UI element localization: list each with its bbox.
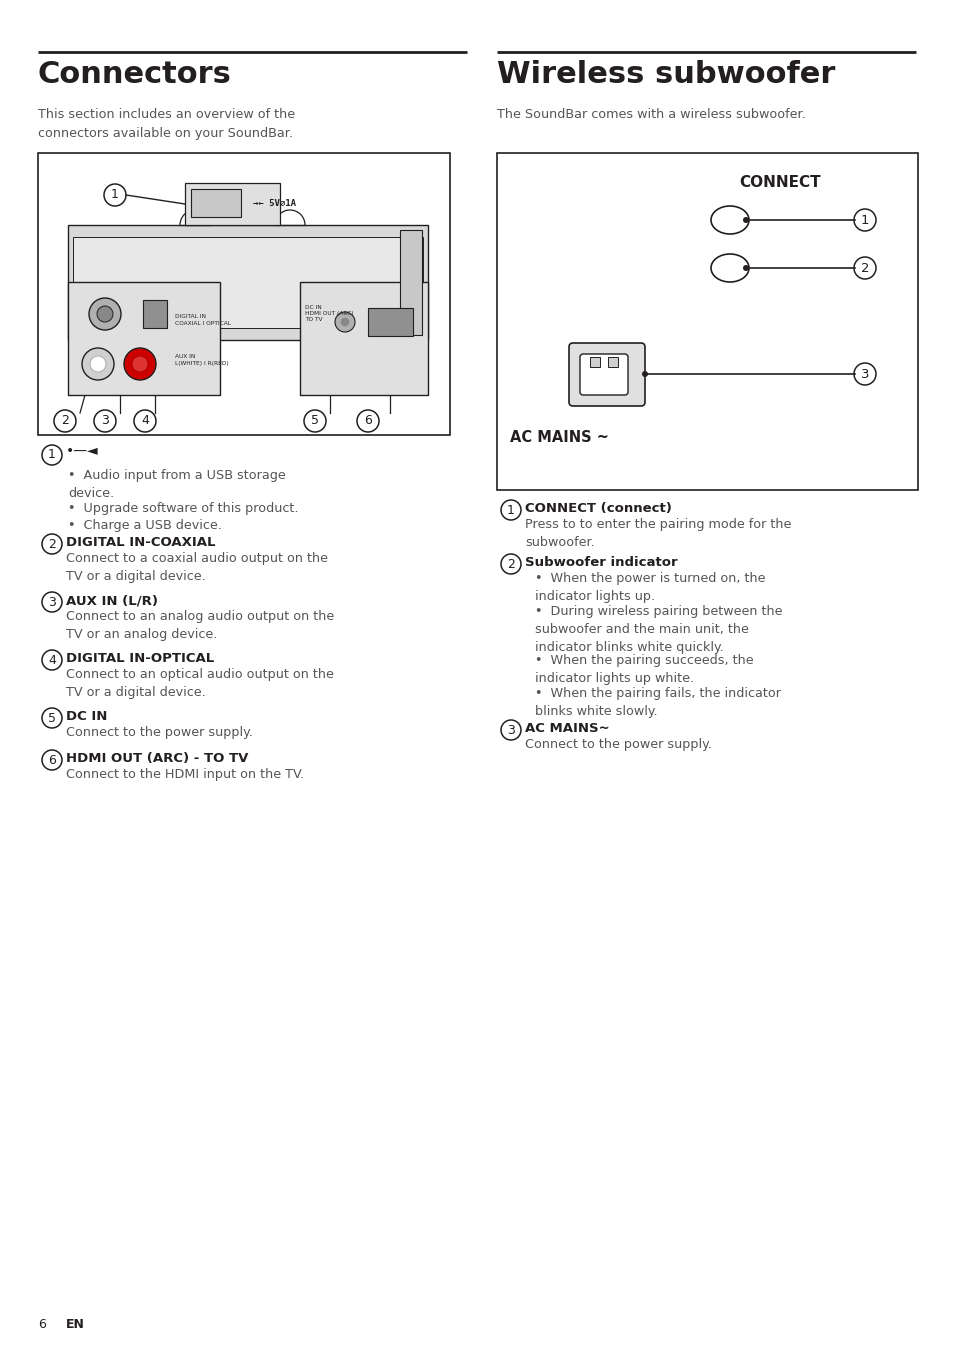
Text: 3: 3: [101, 414, 109, 428]
Text: →← 5V⌀1A: →← 5V⌀1A: [253, 200, 295, 208]
Text: 1: 1: [860, 213, 868, 227]
Bar: [68, 225, 428, 340]
Text: 3: 3: [507, 724, 515, 737]
Text: Subwoofer indicator: Subwoofer indicator: [524, 556, 677, 568]
Text: 3: 3: [860, 367, 868, 381]
Text: AC MAINS~: AC MAINS~: [524, 722, 609, 734]
Text: Connect to an analog audio output on the
TV or an analog device.: Connect to an analog audio output on the…: [66, 610, 334, 641]
Text: 1: 1: [48, 448, 56, 462]
Text: DC IN: DC IN: [66, 710, 108, 724]
Text: AUX IN
L(WHITE) I R(RED): AUX IN L(WHITE) I R(RED): [174, 355, 229, 366]
Text: The SoundBar comes with a wireless subwoofer.: The SoundBar comes with a wireless subwo…: [497, 108, 805, 122]
Circle shape: [89, 298, 121, 329]
Text: 5: 5: [311, 414, 318, 428]
Bar: [589, 356, 599, 367]
Circle shape: [124, 348, 156, 379]
Text: 4: 4: [48, 653, 56, 667]
Text: AUX IN (L/R): AUX IN (L/R): [66, 594, 158, 608]
Text: 2: 2: [61, 414, 69, 428]
Text: 2: 2: [507, 558, 515, 571]
Bar: [368, 308, 413, 336]
Text: 5: 5: [48, 711, 56, 725]
Text: 2: 2: [48, 537, 56, 551]
Bar: [143, 300, 167, 328]
Bar: [185, 184, 280, 225]
Text: Connectors: Connectors: [38, 59, 232, 89]
Text: •  When the pairing succeeds, the
indicator lights up white.: • When the pairing succeeds, the indicat…: [535, 653, 753, 684]
Text: •  During wireless pairing between the
subwoofer and the main unit, the
indicato: • During wireless pairing between the su…: [535, 605, 781, 653]
Circle shape: [97, 306, 112, 323]
Text: Connect to an optical audio output on the
TV or a digital device.: Connect to an optical audio output on th…: [66, 668, 334, 699]
Text: 1: 1: [111, 189, 119, 201]
Circle shape: [132, 356, 148, 373]
Text: •  When the power is turned on, the
indicator lights up.: • When the power is turned on, the indic…: [535, 572, 764, 603]
Bar: [399, 230, 421, 335]
Text: •  Upgrade software of this product.: • Upgrade software of this product.: [68, 502, 298, 514]
Bar: [497, 153, 917, 490]
Ellipse shape: [710, 254, 748, 282]
Circle shape: [641, 371, 647, 377]
Bar: [38, 153, 450, 435]
Text: DIGITAL IN
COAXIAL I OPTICAL: DIGITAL IN COAXIAL I OPTICAL: [174, 315, 231, 325]
Text: 6: 6: [48, 753, 56, 767]
Circle shape: [335, 312, 355, 332]
Text: Press to to enter the pairing mode for the
subwoofer.: Press to to enter the pairing mode for t…: [524, 518, 791, 549]
Text: DC IN
HDMI OUT (ARC)
TO TV: DC IN HDMI OUT (ARC) TO TV: [305, 305, 354, 323]
Bar: [68, 282, 220, 396]
Bar: [191, 189, 241, 217]
Text: Connect to a coaxial audio output on the
TV or a digital device.: Connect to a coaxial audio output on the…: [66, 552, 328, 583]
Text: HDMI OUT (ARC) - TO TV: HDMI OUT (ARC) - TO TV: [66, 752, 248, 765]
Circle shape: [742, 217, 748, 223]
Text: •  When the pairing fails, the indicator
blinks white slowly.: • When the pairing fails, the indicator …: [535, 687, 781, 718]
FancyBboxPatch shape: [568, 343, 644, 406]
Text: 6: 6: [364, 414, 372, 428]
Circle shape: [82, 348, 113, 379]
Bar: [73, 238, 422, 328]
Text: •  Charge a USB device.: • Charge a USB device.: [68, 518, 222, 532]
Bar: [607, 356, 618, 367]
Text: •—◄: •—◄: [66, 443, 98, 458]
Text: DIGITAL IN-COAXIAL: DIGITAL IN-COAXIAL: [66, 536, 215, 549]
Text: 4: 4: [141, 414, 149, 428]
Text: Connect to the power supply.: Connect to the power supply.: [66, 726, 253, 738]
Text: CONNECT: CONNECT: [739, 176, 820, 190]
Text: DIGITAL IN-OPTICAL: DIGITAL IN-OPTICAL: [66, 652, 214, 666]
Text: Connect to the power supply.: Connect to the power supply.: [524, 738, 711, 751]
Text: This section includes an overview of the
connectors available on your SoundBar.: This section includes an overview of the…: [38, 108, 294, 139]
FancyBboxPatch shape: [579, 354, 627, 396]
Circle shape: [340, 319, 349, 325]
Text: EN: EN: [66, 1318, 85, 1331]
Text: CONNECT (connect): CONNECT (connect): [524, 502, 671, 514]
Text: Connect to the HDMI input on the TV.: Connect to the HDMI input on the TV.: [66, 768, 304, 782]
Text: AC MAINS ~: AC MAINS ~: [510, 431, 608, 446]
Ellipse shape: [710, 207, 748, 234]
Circle shape: [90, 356, 106, 373]
Text: 6: 6: [38, 1318, 46, 1331]
Text: Wireless subwoofer: Wireless subwoofer: [497, 59, 835, 89]
Text: 3: 3: [48, 595, 56, 609]
Text: 2: 2: [860, 262, 868, 274]
Text: 1: 1: [507, 504, 515, 517]
Circle shape: [742, 265, 748, 271]
Text: •  Audio input from a USB storage
device.: • Audio input from a USB storage device.: [68, 468, 286, 500]
Bar: [299, 282, 428, 396]
